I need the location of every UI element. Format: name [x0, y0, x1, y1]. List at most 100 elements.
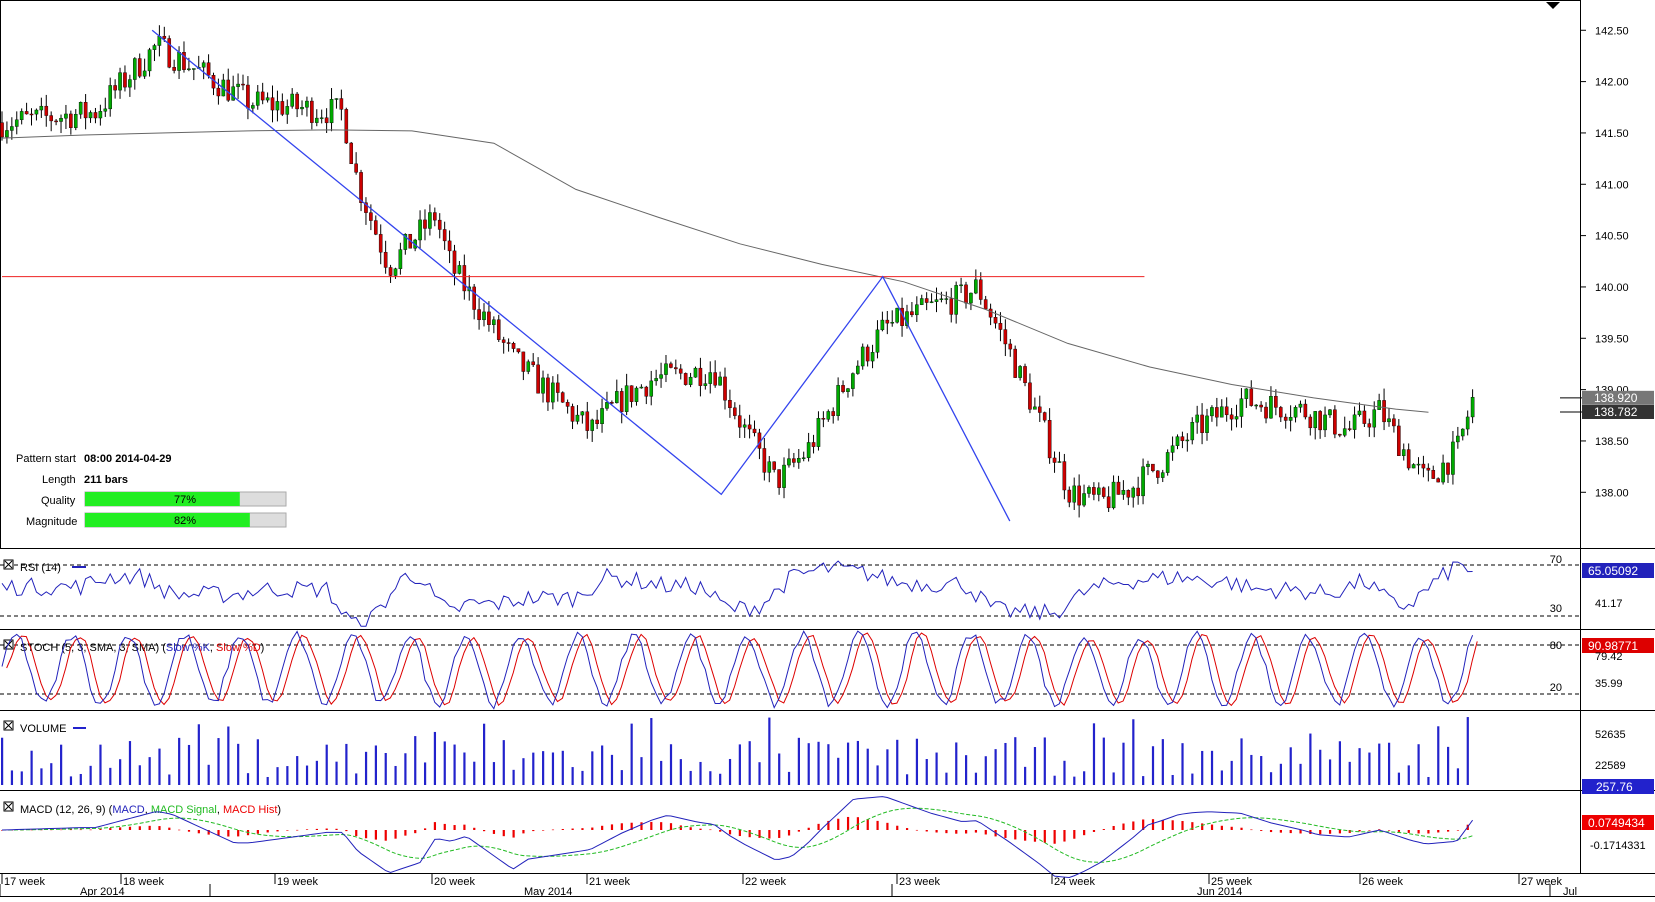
- candle-body: [733, 407, 737, 416]
- volume-bar: [1240, 738, 1243, 785]
- candle-body: [255, 91, 260, 106]
- macd-hist-bar: [650, 821, 653, 830]
- candle-body: [1008, 343, 1013, 350]
- main-price-panel: 142.50 142.00 141.50 141.00 140.50 140.00 139.…: [0, 2, 1654, 528]
- candle-body: [605, 402, 609, 409]
- candle-body: [1352, 414, 1357, 430]
- volume-bar: [994, 749, 997, 785]
- stoch-level-80: 80: [1550, 640, 1562, 652]
- macd-hist-bar: [178, 829, 181, 831]
- volume-bar: [1269, 772, 1273, 785]
- volume-bar: [246, 773, 250, 785]
- volume-bar: [571, 767, 574, 785]
- candle-body: [1456, 435, 1460, 443]
- magnitude-value: 82%: [174, 515, 196, 527]
- macd-hist-bar: [305, 829, 309, 830]
- candle-body: [98, 111, 103, 119]
- macd-hist-bar: [1240, 827, 1243, 830]
- volume-bar: [109, 767, 112, 785]
- volume-bar: [1220, 770, 1223, 785]
- candle-body: [1465, 416, 1470, 430]
- candle-body: [708, 372, 713, 384]
- scroll-marker-icon[interactable]: [1546, 2, 1560, 9]
- volume-bar: [1122, 742, 1125, 785]
- volume-bar: [561, 750, 564, 785]
- svg-text:STOCH (5, 3, SMA, 3, SMA) (Slo: STOCH (5, 3, SMA, 3, SMA) (Slow %K, Slow…: [20, 642, 264, 654]
- macd-signal-label: MACD Signal: [151, 804, 217, 816]
- candle-body: [1092, 487, 1096, 495]
- macd-hist-bar: [1269, 830, 1273, 833]
- stoch-level-20: 20: [1550, 682, 1562, 694]
- volume-bar: [1447, 746, 1450, 785]
- candle-body: [1441, 462, 1445, 483]
- candle-body: [1426, 467, 1431, 471]
- candle-body: [747, 424, 752, 430]
- candle-body: [54, 120, 58, 123]
- candle-body: [492, 319, 496, 325]
- macd-hist-bar: [837, 818, 840, 830]
- volume-bar: [433, 731, 437, 785]
- volume-title: VOLUME: [20, 723, 66, 735]
- candle-body: [1037, 406, 1042, 413]
- macd-hist-bar: [551, 829, 555, 831]
- candle-body: [1274, 396, 1278, 408]
- pattern-start-value: 08:00 2014-04-29: [84, 453, 171, 465]
- volume-bar: [1142, 776, 1145, 785]
- candle-body: [910, 311, 914, 316]
- candle-body: [1318, 411, 1322, 431]
- macd-hist-bar: [778, 830, 781, 838]
- candle-body: [69, 113, 73, 128]
- macd-hist-bar: [846, 816, 850, 830]
- candle-body: [359, 172, 363, 203]
- volume-bar: [276, 767, 279, 785]
- volume-tick-high: 52635: [1595, 729, 1626, 741]
- rsi-level-70: 70: [1550, 554, 1562, 566]
- macd-hist-bar: [758, 830, 761, 838]
- stoch-slow-k-label: Slow %K: [166, 642, 211, 654]
- macd-hist-bar: [483, 830, 486, 832]
- macd-hist-bar: [1417, 830, 1420, 834]
- rsi-title: RSI (14): [20, 562, 61, 574]
- candle-body: [924, 298, 929, 303]
- candle-body: [482, 311, 486, 321]
- candle-body: [792, 458, 796, 463]
- macd-hist-bar: [896, 825, 899, 830]
- volume-bar: [915, 738, 919, 785]
- candle-body: [147, 49, 152, 72]
- candle-body: [152, 45, 157, 50]
- volume-bar: [1437, 726, 1440, 785]
- candle-body: [915, 304, 919, 316]
- volume-bar: [620, 770, 623, 785]
- volume-bar: [1466, 717, 1469, 785]
- candle-body: [383, 251, 388, 268]
- candle-body: [536, 364, 540, 394]
- candle-body: [1283, 416, 1288, 421]
- candles: [0, 25, 1475, 518]
- macd-hist-bar: [1299, 830, 1302, 834]
- candle-body: [983, 299, 988, 310]
- macd-hist-bar: [719, 830, 722, 832]
- candle-body: [285, 106, 290, 115]
- volume-bar: [787, 771, 791, 785]
- candle-body: [978, 279, 983, 300]
- rsi-level-30: 30: [1550, 603, 1562, 615]
- macd-hist-bar: [276, 830, 279, 832]
- volume-bar: [99, 744, 102, 785]
- candle-body: [1047, 420, 1052, 459]
- candle-body: [964, 284, 968, 304]
- macd-hist-bar: [807, 827, 810, 830]
- candle-body: [496, 319, 501, 340]
- candle-body: [295, 93, 299, 110]
- month-label: May 2014: [524, 886, 572, 897]
- candle-body: [1190, 422, 1195, 441]
- volume-bar: [1043, 737, 1046, 785]
- stoch-slow-d-label: Slow %D: [216, 642, 261, 654]
- candle-body: [600, 408, 604, 425]
- candle-body: [1033, 406, 1037, 410]
- magnitude-label: Magnitude: [26, 516, 77, 528]
- volume-bar: [1368, 752, 1371, 785]
- candle-body: [236, 83, 240, 87]
- candle-body: [541, 377, 545, 394]
- candle-body: [1195, 414, 1199, 423]
- candle-body: [1254, 404, 1258, 407]
